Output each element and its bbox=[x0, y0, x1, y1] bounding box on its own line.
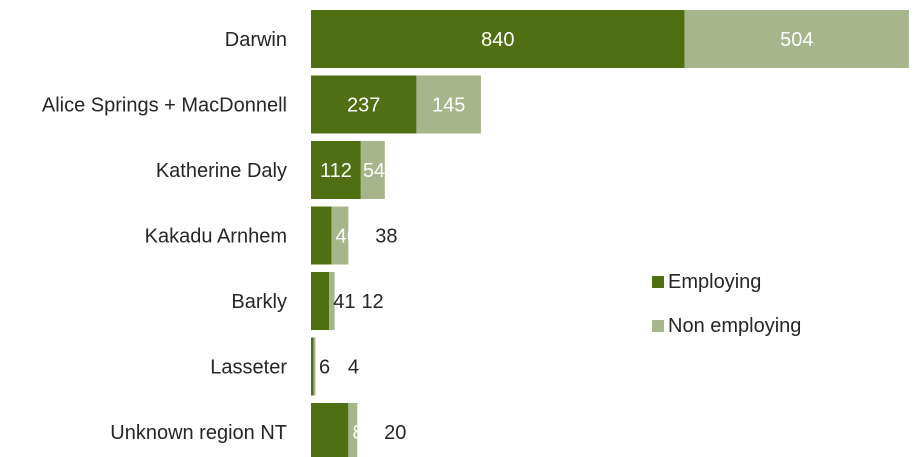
value-label-employing: 46 bbox=[335, 226, 357, 248]
category-label: Darwin bbox=[225, 29, 287, 51]
value-label-employing: 112 bbox=[320, 160, 352, 182]
value-label-employing: 41 bbox=[333, 291, 355, 313]
category-label: Katherine Daly bbox=[156, 160, 287, 182]
category-label: Kakadu Arnhem bbox=[145, 226, 287, 248]
category-label: Alice Springs + MacDonnell bbox=[42, 95, 287, 117]
category-label: Lasseter bbox=[210, 357, 287, 379]
category-labels: Darwin Alice Springs + MacDonnell Katherin… bbox=[42, 29, 287, 444]
value-label-non-employing: 504 bbox=[780, 29, 813, 51]
bar-non-employing bbox=[684, 10, 909, 68]
legend-swatch-non-employing bbox=[652, 320, 664, 332]
value-label-non-employing: 54 bbox=[363, 160, 385, 182]
bar-non-employing bbox=[416, 75, 481, 134]
bar-employing bbox=[311, 75, 417, 134]
bar-employing bbox=[311, 206, 332, 265]
bar-employing bbox=[311, 403, 349, 457]
legend-label-non-employing: Non employing bbox=[668, 315, 801, 337]
bar-employing bbox=[311, 141, 361, 199]
bar-non-employing bbox=[360, 141, 385, 199]
bars bbox=[311, 10, 909, 457]
value-label-non-employing: 20 bbox=[384, 422, 406, 444]
bar-non-employing bbox=[331, 206, 349, 265]
legend: Employing Non employing bbox=[652, 271, 801, 337]
value-label-employing: 237 bbox=[347, 95, 380, 117]
bar-employing bbox=[311, 337, 314, 396]
legend-swatch-employing bbox=[652, 276, 664, 288]
category-label: Barkly bbox=[231, 291, 287, 313]
value-label-employing: 84 bbox=[352, 422, 374, 444]
legend-label-employing: Employing bbox=[668, 271, 761, 293]
value-label-non-employing: 38 bbox=[375, 226, 397, 248]
value-labels: 840 504 237 145 112 54 46 38 41 12 6 4 84 20 bbox=[319, 29, 813, 444]
value-label-non-employing: 12 bbox=[361, 291, 383, 313]
bar-non-employing bbox=[313, 337, 316, 396]
value-label-employing: 840 bbox=[481, 29, 514, 51]
bar-non-employing bbox=[329, 272, 335, 330]
value-label-non-employing: 4 bbox=[348, 357, 359, 379]
category-label: Unknown region NT bbox=[110, 422, 287, 444]
value-label-non-employing: 145 bbox=[432, 95, 465, 117]
value-label-employing: 6 bbox=[319, 357, 330, 379]
bar-non-employing bbox=[348, 403, 358, 457]
bar-employing bbox=[311, 272, 330, 330]
bar-employing bbox=[311, 10, 685, 68]
